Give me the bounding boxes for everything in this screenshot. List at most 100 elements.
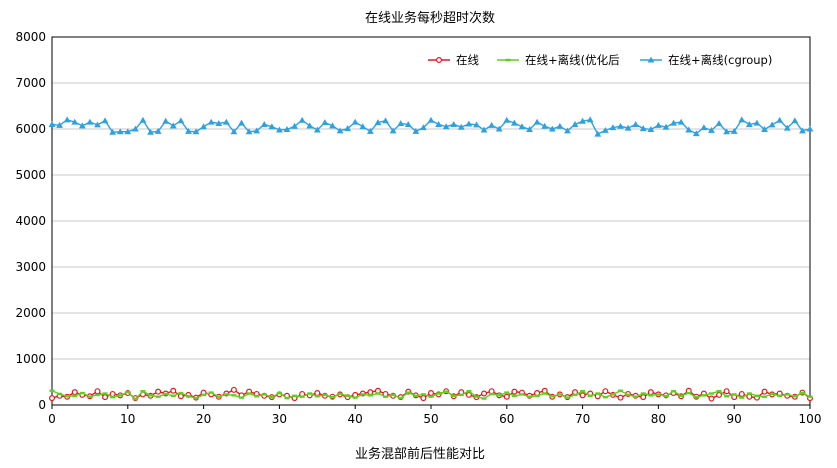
- data-point: [481, 397, 487, 400]
- data-point: [503, 393, 510, 400]
- data-point: [359, 123, 367, 130]
- data-point: [632, 121, 640, 127]
- data-point: [125, 390, 131, 394]
- data-point: [647, 389, 654, 396]
- data-point: [48, 121, 56, 127]
- legend-item: 在线: [428, 53, 479, 67]
- data-point: [519, 393, 525, 396]
- data-point: [178, 391, 184, 395]
- data-point: [102, 394, 109, 401]
- data-point: [625, 393, 631, 397]
- data-point: [692, 130, 700, 137]
- data-point: [466, 390, 472, 393]
- data-point: [647, 126, 655, 133]
- y-tick-label: 5000: [15, 168, 46, 182]
- data-point: [313, 126, 321, 133]
- data-point: [238, 119, 245, 126]
- data-point: [245, 128, 253, 135]
- data-point: [192, 128, 200, 135]
- data-point: [799, 127, 806, 134]
- data-point: [579, 392, 586, 399]
- data-point: [291, 122, 298, 129]
- data-point: [602, 388, 609, 395]
- data-point: [207, 118, 215, 125]
- data-point: [671, 390, 677, 393]
- data-point: [480, 126, 488, 133]
- data-point: [677, 118, 685, 125]
- data-point: [321, 119, 329, 126]
- data-point: [769, 392, 775, 396]
- data-point: [79, 391, 85, 395]
- x-axis-ticks: 0 10 20 30 40 50 60 70 80 90 100: [48, 405, 821, 426]
- y-tick-label: 4000: [15, 214, 46, 228]
- data-point: [549, 395, 555, 398]
- x-tick-label: 100: [799, 412, 822, 426]
- data-point: [648, 394, 654, 397]
- data-point: [200, 123, 207, 130]
- data-point: [511, 388, 518, 395]
- data-point: [639, 125, 647, 132]
- data-point: [276, 391, 282, 395]
- x-tick-label: 70: [575, 412, 590, 426]
- data-point: [222, 118, 230, 125]
- data-point: [162, 117, 170, 124]
- data-point: [78, 122, 86, 129]
- series-layer: [48, 116, 814, 402]
- data-point: [481, 390, 488, 397]
- data-point: [753, 119, 761, 126]
- data-point: [71, 389, 78, 396]
- data-point: [609, 124, 617, 131]
- data-point: [633, 395, 639, 398]
- data-point: [716, 390, 722, 393]
- data-point: [807, 395, 813, 398]
- data-point: [436, 392, 442, 395]
- x-tick-label: 20: [196, 412, 211, 426]
- data-point: [139, 116, 147, 123]
- data-point: [254, 395, 260, 398]
- data-point: [542, 392, 548, 395]
- data-point: [458, 393, 464, 397]
- data-point: [298, 116, 306, 123]
- data-point: [670, 119, 677, 126]
- legend-label: 在线+离线(cgroup): [668, 53, 772, 67]
- data-point: [723, 128, 731, 135]
- data-point: [655, 121, 662, 128]
- data-point: [314, 390, 321, 397]
- data-point: [86, 118, 94, 125]
- data-point: [284, 396, 290, 400]
- data-point: [109, 128, 117, 135]
- data-point: [367, 389, 374, 396]
- data-point: [307, 392, 313, 395]
- data-point: [185, 127, 192, 134]
- legend-label: 在线+离线(优化后: [525, 53, 620, 67]
- data-point: [102, 392, 108, 395]
- data-point: [374, 119, 382, 126]
- data-point: [345, 394, 351, 397]
- legend-swatch-marker: [647, 56, 655, 63]
- data-point: [420, 395, 427, 402]
- data-point: [715, 120, 723, 127]
- data-point: [216, 395, 222, 398]
- data-point: [580, 390, 586, 393]
- data-point: [360, 393, 366, 396]
- x-tick-label: 60: [499, 412, 514, 426]
- data-point: [533, 118, 541, 125]
- y-tick-label: 6000: [15, 122, 46, 136]
- data-point: [594, 130, 602, 137]
- y-tick-label: 2000: [15, 306, 46, 320]
- data-point: [260, 121, 268, 127]
- data-point: [269, 395, 275, 399]
- data-point: [586, 116, 594, 123]
- x-axis-title: 业务混部前后性能对比: [355, 446, 485, 462]
- data-point: [768, 121, 776, 128]
- data-point: [155, 395, 161, 398]
- data-point: [170, 394, 176, 397]
- data-point: [193, 396, 199, 400]
- x-tick-label: 10: [120, 412, 135, 426]
- data-point: [230, 128, 238, 135]
- data-point: [724, 395, 730, 398]
- data-point: [731, 393, 737, 396]
- legend-swatch-marker: [436, 56, 443, 63]
- data-point: [723, 388, 730, 395]
